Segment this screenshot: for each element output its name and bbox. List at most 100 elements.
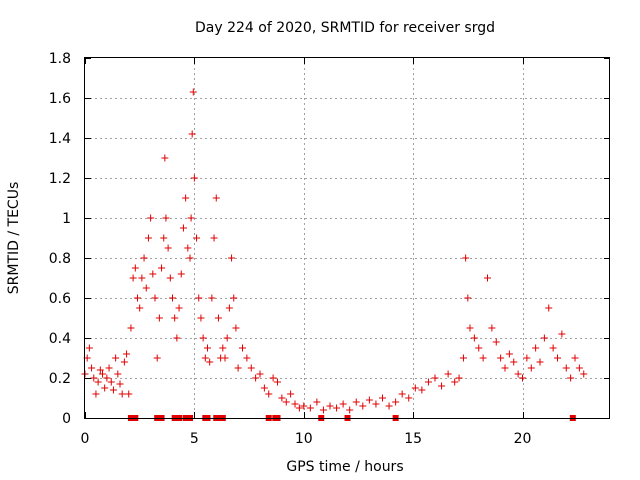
data-point — [497, 354, 505, 362]
data-point — [147, 214, 155, 222]
data-point — [105, 364, 113, 372]
data-point — [464, 294, 472, 302]
data-point — [247, 364, 255, 372]
data-point — [567, 374, 575, 382]
x-axis-label: GPS time / hours — [286, 459, 403, 475]
data-point — [540, 334, 548, 342]
data-point — [197, 314, 205, 322]
data-point — [129, 274, 137, 282]
data-point — [519, 374, 526, 382]
data-point — [206, 358, 214, 366]
data-point — [475, 344, 483, 352]
y-tick-label: 0 — [62, 411, 71, 427]
data-point — [405, 394, 413, 402]
data-point — [140, 254, 148, 262]
data-point — [166, 274, 174, 282]
data-point — [554, 354, 561, 362]
data-point — [575, 364, 583, 372]
data-point — [372, 400, 380, 408]
x-tick-label: 20 — [514, 431, 532, 447]
data-point — [225, 304, 233, 312]
data-point — [580, 370, 588, 378]
data-point — [214, 314, 222, 322]
data-point — [184, 244, 192, 252]
y-tick-label: 1 — [62, 211, 71, 227]
data-point — [392, 398, 400, 406]
data-point — [125, 390, 133, 398]
data-point — [114, 370, 122, 378]
data-point — [155, 314, 163, 322]
data-point — [164, 244, 172, 252]
data-point — [120, 358, 128, 366]
data-point — [234, 364, 242, 372]
data-point — [160, 234, 168, 242]
data-point — [484, 274, 491, 282]
data-point — [195, 294, 203, 302]
data-point — [230, 294, 238, 302]
data-point — [326, 402, 334, 410]
data-point — [466, 324, 474, 332]
data-point — [510, 358, 518, 366]
data-point — [142, 284, 150, 292]
data-point — [339, 400, 347, 408]
data-point — [182, 194, 190, 202]
data-point — [359, 402, 367, 410]
data-point — [219, 344, 227, 352]
data-point — [385, 402, 393, 410]
data-point — [199, 334, 207, 342]
data-point — [451, 378, 459, 386]
y-tick-label: 1.6 — [49, 91, 71, 107]
data-point — [411, 384, 419, 392]
data-point — [274, 378, 281, 386]
data-point — [287, 390, 295, 398]
data-point — [188, 130, 196, 138]
data-point — [558, 330, 566, 338]
data-point — [470, 334, 478, 342]
data-point — [223, 334, 231, 342]
data-point — [459, 354, 467, 362]
data-point — [260, 384, 268, 392]
data-point — [269, 374, 277, 382]
data-point — [352, 398, 360, 406]
data-point — [424, 378, 432, 386]
data-point — [492, 338, 500, 346]
data-point — [501, 364, 509, 372]
data-point — [562, 364, 570, 372]
data-point — [162, 214, 170, 222]
y-tick-label: 1.2 — [49, 171, 71, 187]
data-point — [523, 354, 531, 362]
data-point — [187, 214, 195, 222]
data-point — [527, 364, 535, 372]
data-point — [109, 386, 117, 394]
data-point — [212, 194, 220, 202]
data-point — [127, 324, 135, 332]
y-tick-label: 1.8 — [49, 51, 71, 67]
data-point — [138, 274, 146, 282]
x-tick-label: 10 — [295, 431, 313, 447]
data-point — [505, 350, 513, 358]
data-point — [193, 234, 201, 242]
y-tick-label: 0.4 — [49, 331, 71, 347]
data-point — [532, 344, 540, 352]
data-point — [210, 234, 218, 242]
data-point — [232, 324, 240, 332]
data-point — [208, 294, 216, 302]
data-point — [444, 370, 452, 378]
data-point — [161, 154, 169, 162]
data-point — [173, 334, 181, 342]
data-point — [252, 374, 260, 382]
data-point — [149, 270, 157, 278]
data-point — [418, 386, 426, 394]
data-point — [488, 324, 496, 332]
x-tick-label: 0 — [81, 431, 90, 447]
data-point — [346, 406, 354, 414]
data-point — [189, 88, 197, 96]
data-point — [462, 254, 470, 262]
data-point — [92, 390, 100, 398]
data-point — [134, 294, 141, 302]
data-point — [571, 354, 579, 362]
data-point — [103, 374, 111, 382]
data-point — [291, 400, 299, 408]
data-point — [239, 344, 246, 352]
y-tick-label: 0.6 — [49, 291, 71, 307]
